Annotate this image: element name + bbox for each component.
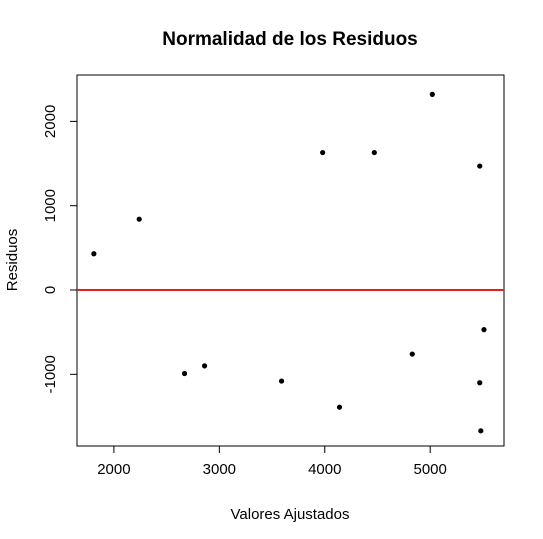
data-point: [371, 149, 377, 156]
data-point: [201, 363, 208, 369]
data-point: [320, 149, 326, 156]
data-point: [429, 91, 435, 97]
x-tick-label: 3000: [203, 461, 236, 478]
x-tick-label: 4000: [308, 461, 341, 478]
x-tick-label: 5000: [414, 461, 447, 478]
data-point: [477, 380, 483, 386]
plot-frame: [76, 74, 505, 447]
chart-title: Normalidad de los Residuos: [162, 29, 418, 50]
y-axis-label: Residuos: [4, 229, 21, 292]
data-point: [91, 251, 97, 257]
y-tick-label: 1000: [42, 189, 59, 222]
data-point: [481, 327, 487, 333]
data-point: [278, 378, 285, 384]
x-tick-label: 2000: [97, 461, 130, 478]
y-axis: -1000 0 1000 2000: [42, 105, 78, 394]
data-point: [136, 216, 142, 222]
data-point: [336, 404, 343, 410]
data-point: [181, 370, 188, 377]
y-tick-label: -1000: [42, 355, 59, 393]
x-axis: 2000 3000 4000 5000: [97, 445, 447, 478]
x-axis-label: Valores Ajustados: [231, 506, 350, 523]
data-point: [478, 428, 484, 434]
data-points: [91, 91, 487, 434]
y-tick-label: 0: [42, 286, 59, 294]
data-point: [409, 351, 415, 357]
data-point: [477, 163, 483, 169]
y-tick-label: 2000: [42, 105, 59, 138]
